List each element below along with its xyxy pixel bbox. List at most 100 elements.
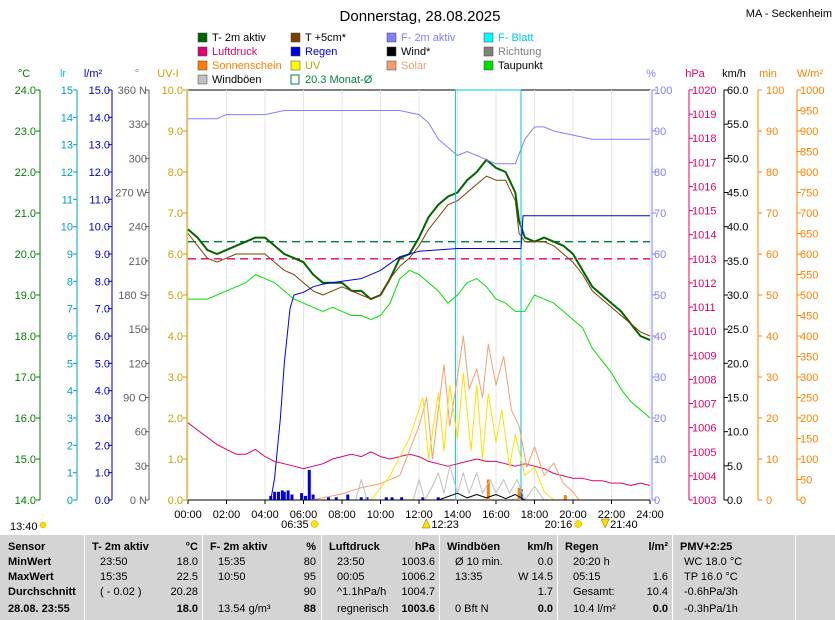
tick-label: 250 [800, 393, 818, 405]
bar [311, 494, 315, 500]
column-unit: °C [185, 541, 198, 553]
tick-label: 19.0 [15, 290, 36, 302]
x-tick-label: 16:00 [482, 509, 510, 521]
series-line [187, 175, 651, 337]
column-unit: l/m² [648, 541, 668, 553]
cell-text: WC 18.0 °C [684, 556, 743, 568]
axis-unit: l/m² [84, 68, 103, 80]
bar [563, 495, 567, 500]
tick-label: 50 [800, 475, 812, 487]
column-header: Luftdruck [329, 541, 380, 553]
cell-text: 20:20 h [573, 556, 610, 568]
tick-label: 23.0 [15, 126, 36, 138]
cell-value: 20.28 [170, 586, 198, 598]
tick-label: 2 [67, 440, 73, 452]
tick-label: 0 [800, 495, 806, 507]
axis-unit: ° [135, 68, 139, 80]
axis-unit: °C [18, 68, 30, 80]
x-tick-label: 20:00 [559, 509, 587, 521]
tick-label: 2.0 [95, 440, 110, 452]
tick-label: 5 [67, 358, 73, 370]
tick-label: 40 [766, 331, 778, 343]
bar [421, 497, 425, 500]
tick-label: 30.0 [727, 290, 748, 302]
tick-label: 10.0 [89, 222, 110, 234]
tick-label: 10 [61, 222, 73, 234]
tick-label: 240 [129, 222, 147, 234]
cell-text: ^1.1hPa/h [337, 586, 387, 598]
tick-label: 6 [67, 331, 73, 343]
x-tick-label: 22:00 [598, 509, 626, 521]
legend-label: UV [305, 60, 321, 72]
tick-label: 1008 [692, 374, 716, 386]
sun-icon [574, 520, 582, 528]
tick-label: 120 [129, 358, 147, 370]
tick-label: 1.0 [95, 468, 110, 480]
tick-label: 4.0 [168, 331, 183, 343]
bar [307, 469, 311, 500]
bar [517, 487, 521, 500]
axis-min: 0 10 20 30 40 50 60 70 80 90 100 min [757, 68, 784, 507]
tick-label: 40.0 [727, 222, 748, 234]
bar [486, 479, 490, 500]
tick-label: 400 [800, 331, 818, 343]
cell-text: 23:50 [337, 556, 365, 568]
tick-label: 1019 [692, 109, 716, 121]
tick-label: 0 [654, 495, 660, 507]
tick-label: 1017 [692, 157, 716, 169]
tick-label: 7.0 [95, 304, 110, 316]
series-line [187, 158, 651, 342]
tick-label: 11 [62, 194, 73, 206]
bar [359, 497, 363, 500]
bar-series [486, 479, 567, 500]
bar [280, 490, 284, 500]
bar [334, 497, 338, 500]
tick-label: 55.0 [727, 119, 748, 131]
axis-wind: 0.0 5.0 10.0 15.0 20.0 25.0 30.0 35.0 40.0 45.0 50… [722, 68, 748, 507]
tick-label: 3 [67, 413, 73, 425]
x-tick-label: 14:00 [444, 509, 472, 521]
x-tick-label: 02:00 [213, 509, 241, 521]
series-line [188, 215, 650, 501]
axis-unit: min [759, 68, 777, 80]
tick-label: 15.0 [15, 454, 36, 466]
legend-item: F- 2m aktiv [386, 32, 456, 44]
tick-label: 1009 [692, 350, 716, 362]
column-separator [672, 535, 673, 620]
tick-label: 270 W [115, 188, 147, 200]
bar [276, 491, 280, 500]
bar [327, 497, 331, 500]
axis-unit: W/m² [797, 68, 824, 80]
tick-label: 0.0 [727, 495, 742, 507]
cell-value: 0.0 [652, 603, 668, 615]
axis-unit: hPa [685, 68, 705, 80]
legend-item: Wind* [386, 46, 431, 58]
cell-value: 0.0 [537, 556, 553, 568]
legend-item: Sonnenschein [197, 60, 282, 72]
legend-label: Taupunkt [498, 60, 543, 72]
tick-label: 15.0 [727, 393, 748, 405]
legend-swatch [197, 74, 208, 85]
cell-value: 90 [303, 586, 316, 598]
axis-uv: 0.0 1.0 2.0 3.0 4.0 5.0 6.0 7.0 8.0 9.0 10.0 UV-I [157, 68, 188, 507]
tick-label: 1013 [692, 254, 716, 266]
tick-label: 25.0 [727, 324, 748, 336]
tick-label: 600 [800, 249, 818, 261]
bar [290, 494, 294, 500]
legend-item: Richtung [483, 46, 541, 58]
tick-label: 8.0 [168, 167, 183, 179]
x-tick-label: 24:00 [636, 509, 664, 521]
tick-label: 40 [654, 331, 666, 343]
tick-label: 20.0 [15, 249, 36, 261]
tick-label: 21.0 [15, 208, 36, 220]
column-header: T- 2m aktiv [92, 541, 149, 553]
cell-text: Ø 10 min. [455, 556, 503, 568]
tick-label: 5.0 [727, 461, 742, 473]
tick-label: 9.0 [168, 126, 183, 138]
tick-label: 1010 [692, 326, 716, 338]
cell-text: 15:35 [218, 556, 246, 568]
tick-label: 15.0 [89, 85, 110, 97]
tick-label: 6.0 [168, 249, 183, 261]
column-header: PMV+2:25 [680, 541, 733, 553]
